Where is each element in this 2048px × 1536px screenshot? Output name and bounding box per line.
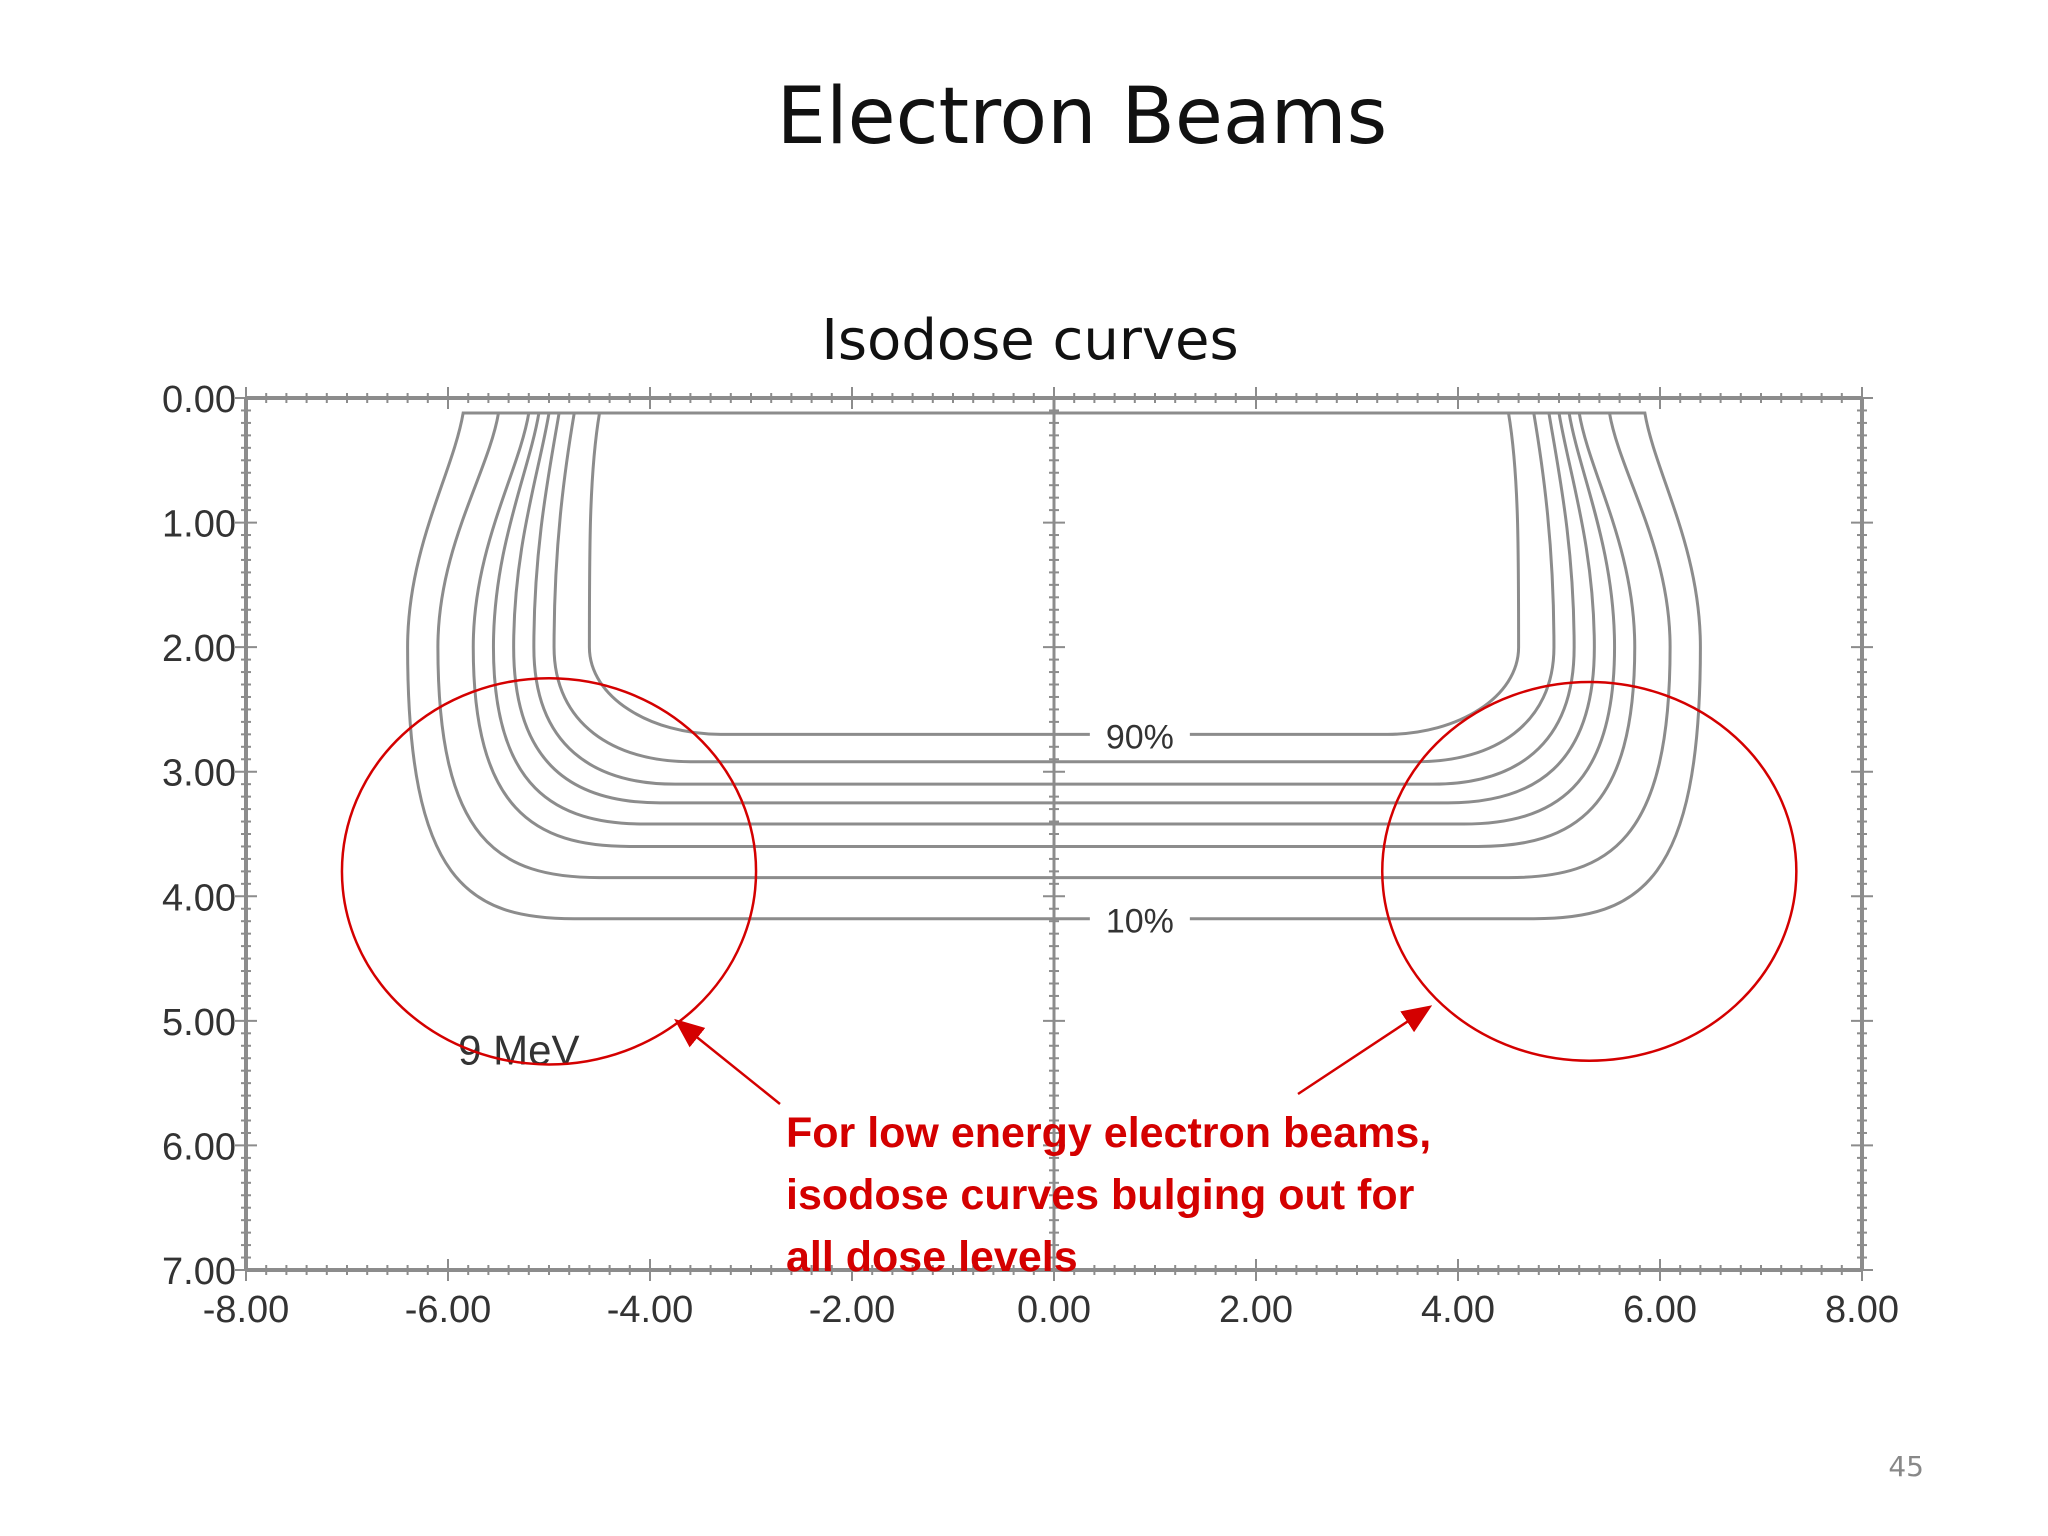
isodose-curve	[532, 411, 1576, 786]
isodose-curve	[471, 411, 1637, 848]
curve-label-background	[1089, 712, 1190, 757]
y-tick-label: 1.00	[162, 504, 236, 546]
right-annotation-arrow	[1297, 1005, 1433, 1096]
isodose-curve	[587, 411, 1521, 736]
y-tick-label: 7.00	[162, 1251, 236, 1293]
slide-title: Electron Beams	[776, 72, 1388, 162]
y-tick-label: 5.00	[162, 1002, 236, 1044]
left-highlight-circle	[340, 677, 758, 1066]
energy-label: 9 MeV	[458, 1026, 579, 1073]
x-tick-label: 8.00	[1825, 1289, 1899, 1331]
left-annotation-arrow	[674, 1018, 781, 1105]
annotation-line-2: isodose curves bulging out for	[786, 1171, 1415, 1219]
y-tick-label: 3.00	[162, 753, 236, 795]
x-tick-label: 6.00	[1623, 1289, 1697, 1331]
isodose-curve	[406, 411, 1702, 921]
curve-label-background	[1089, 896, 1190, 941]
x-tick-label: -8.00	[203, 1289, 290, 1331]
x-tick-label: 4.00	[1421, 1289, 1495, 1331]
page-number: 45	[1888, 1450, 1924, 1483]
x-tick-label: 0.00	[1017, 1289, 1091, 1331]
right-highlight-circle	[1381, 680, 1798, 1062]
x-tick-label: -2.00	[809, 1289, 896, 1331]
y-tick-label: 6.00	[162, 1126, 236, 1168]
y-tick-label: 2.00	[162, 628, 236, 670]
annotation-line-3: all dose levels	[786, 1233, 1078, 1281]
isodose-curve	[491, 411, 1617, 826]
x-tick-label: -4.00	[607, 1289, 694, 1331]
curve-label: 90%	[1106, 718, 1174, 756]
curve-label: 10%	[1106, 903, 1174, 941]
figure-subtitle: Isodose curves	[821, 308, 1239, 373]
annotation-text: For low energy electron beams, isodose c…	[786, 1102, 1506, 1288]
annotation-line-1: For low energy electron beams,	[786, 1109, 1432, 1157]
y-tick-label: 0.00	[162, 379, 236, 421]
isodose-curve	[512, 411, 1596, 805]
x-tick-label: -6.00	[405, 1289, 492, 1331]
isodose-curve	[552, 411, 1556, 764]
y-tick-label: 4.00	[162, 877, 236, 919]
x-tick-label: 2.00	[1219, 1289, 1293, 1331]
isodose-curve	[436, 411, 1672, 880]
